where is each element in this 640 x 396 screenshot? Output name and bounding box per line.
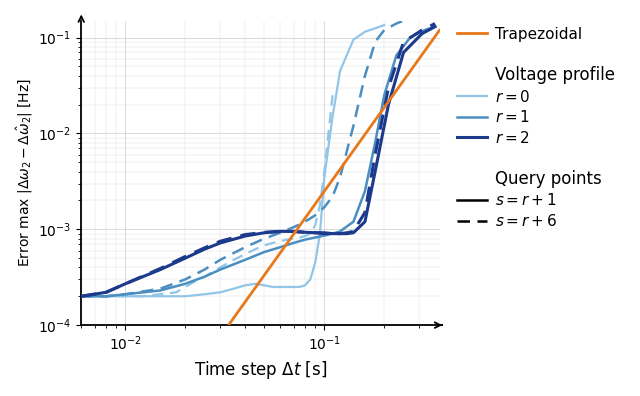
X-axis label: Time step $\Delta t$ [s]: Time step $\Delta t$ [s]	[194, 359, 327, 381]
Legend: Trapezoidal, , Voltage profile, $r = 0$, $r = 1$, $r = 2$, , Query points, $s = : Trapezoidal, , Voltage profile, $r = 0$,…	[451, 21, 621, 235]
Y-axis label: Error max $|\Delta\omega_2 - \Delta\hat{\omega}_2|$ [Hz]: Error max $|\Delta\omega_2 - \Delta\hat{…	[15, 78, 35, 267]
